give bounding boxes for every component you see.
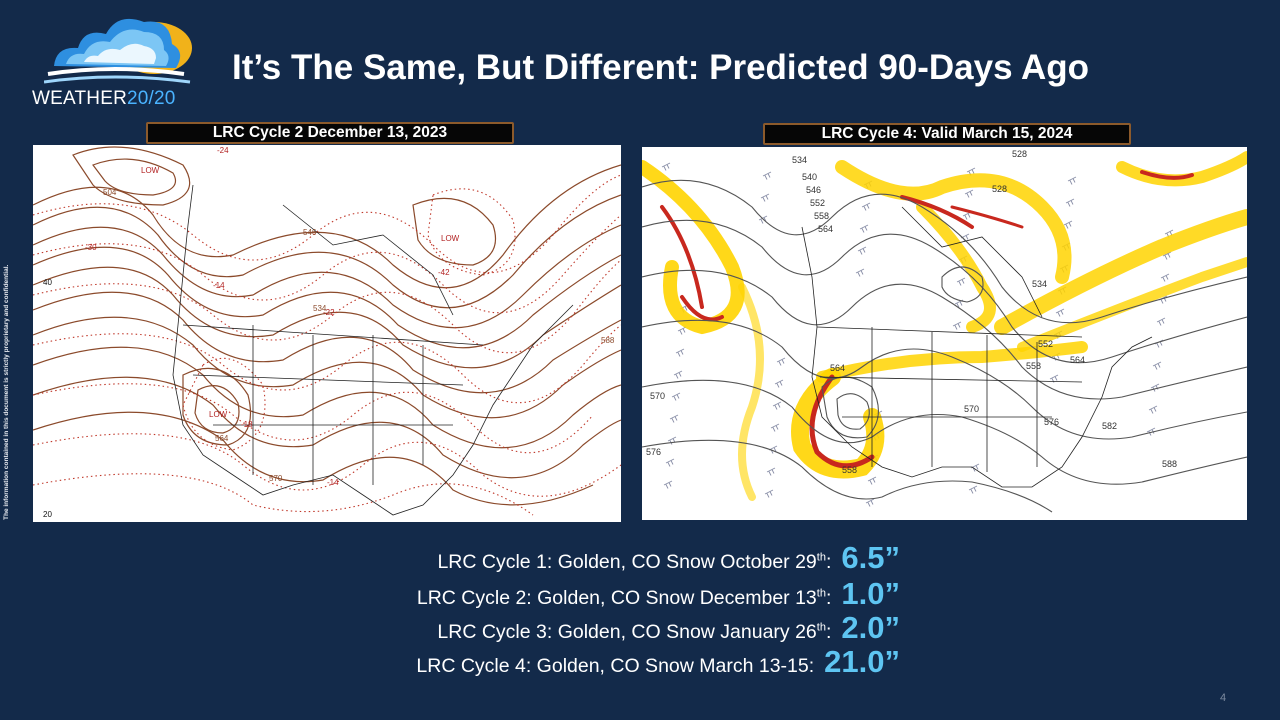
contour-label: 570 <box>269 474 283 483</box>
contour-label: 570 <box>964 404 979 414</box>
snow-report-label: LRC Cycle 3: Golden, CO Snow January 26t… <box>437 621 832 643</box>
contour-label: 558 <box>814 211 829 221</box>
contour-label: LOW <box>141 166 160 175</box>
contour-label: 534 <box>1032 279 1047 289</box>
left-weather-map: LOW LOW LOW 504 -30 40 20 -24 -22 -14 -4… <box>33 145 621 522</box>
left-map-label: LRC Cycle 2 December 13, 2023 <box>146 122 514 144</box>
wind-barb <box>766 467 776 476</box>
wind-barb <box>1160 273 1170 282</box>
wind-barb <box>665 458 675 467</box>
wind-barb <box>673 370 683 379</box>
wind-barb <box>663 480 673 489</box>
contour-label: 20 <box>43 510 52 519</box>
contour-label: -14 <box>327 478 339 487</box>
contour-label: 576 <box>1044 417 1059 427</box>
wind-barb <box>855 268 865 277</box>
snow-report-label: LRC Cycle 1: Golden, CO Snow October 29t… <box>437 551 832 573</box>
logo-wordmark: WEATHER20/20 <box>32 88 176 109</box>
right-weather-map: 534 540 546 552 558 564 528 570 576 552 … <box>642 147 1247 520</box>
contour-label: 552 <box>1038 339 1053 349</box>
snow-amount: 21.0” <box>824 644 900 679</box>
wind-barb <box>857 246 867 255</box>
contour-label: -14 <box>213 281 225 290</box>
wind-barb <box>859 224 869 233</box>
contour-label: 588 <box>1162 459 1177 469</box>
wind-barb <box>867 476 877 485</box>
slide-title: It’s The Same, But Different: Predicted … <box>232 48 1090 87</box>
contour-label: 528 <box>992 184 1007 194</box>
wind-barb <box>764 489 774 498</box>
wind-barb <box>762 171 772 180</box>
contour-label: 564 <box>818 224 833 234</box>
wind-barb <box>675 348 685 357</box>
snow-amount: 2.0” <box>841 610 900 645</box>
contour-label: 564 <box>1070 355 1085 365</box>
contour-label: LOW <box>209 410 228 419</box>
wind-barb <box>964 189 974 198</box>
right-map-graphic: 534 540 546 552 558 564 528 570 576 552 … <box>642 149 1247 513</box>
contour-label: -22 <box>323 308 335 317</box>
contour-label: 504 <box>103 188 117 197</box>
wind-barb <box>865 498 875 507</box>
wind-barb <box>671 392 681 401</box>
snow-report-row: LRC Cycle 1: Golden, CO Snow October 29t… <box>437 540 900 575</box>
contour-label: -30 <box>85 243 97 252</box>
wind-barb <box>952 321 962 330</box>
wind-barb <box>1156 317 1166 326</box>
wind-barb <box>770 423 780 432</box>
snow-report-row: LRC Cycle 4: Golden, CO Snow March 13-15… <box>416 644 900 679</box>
wind-barb <box>774 379 784 388</box>
contour-label: 534 <box>792 155 807 165</box>
left-map-graphic: LOW LOW LOW 504 -30 40 20 -24 -22 -14 -4… <box>33 146 621 519</box>
wind-barb <box>956 277 966 286</box>
snow-report-label: LRC Cycle 4: Golden, CO Snow March 13-15… <box>416 655 815 677</box>
contour-label: 588 <box>601 336 615 345</box>
wind-barb <box>1152 361 1162 370</box>
contour-label: 552 <box>810 198 825 208</box>
wind-barb <box>677 326 687 335</box>
snow-amount: 6.5” <box>841 540 900 575</box>
contour-label: 40 <box>43 278 52 287</box>
wind-barb <box>1067 176 1077 185</box>
snow-report-label: LRC Cycle 2: Golden, CO Snow December 13… <box>416 587 832 609</box>
contour-label: 570 <box>650 391 665 401</box>
wind-barb <box>1162 251 1172 260</box>
contour-label: 546 <box>806 185 821 195</box>
snow-report-row: LRC Cycle 2: Golden, CO Snow December 13… <box>416 576 900 611</box>
right-map-label: LRC Cycle 4: Valid March 15, 2024 <box>763 123 1131 145</box>
contour-label: 540 <box>802 172 817 182</box>
wind-barb <box>1148 405 1158 414</box>
contour-label: -18 <box>241 420 253 429</box>
confidentiality-note: The information contained in this docume… <box>3 264 10 520</box>
wind-barb <box>1055 308 1065 317</box>
contour-label: 564 <box>215 434 229 443</box>
wind-barb <box>669 414 679 423</box>
contour-label: 534 <box>313 304 327 313</box>
cloud-sun-logo-icon <box>44 18 192 84</box>
contour-label: 558 <box>842 465 857 475</box>
contour-label: 582 <box>1102 421 1117 431</box>
contour-label: 558 <box>1026 361 1041 371</box>
contour-label: -42 <box>438 268 450 277</box>
contour-label: LOW <box>441 234 460 243</box>
wind-barb <box>661 162 671 171</box>
wind-barb <box>772 401 782 410</box>
snow-report-row: LRC Cycle 3: Golden, CO Snow January 26t… <box>437 610 900 645</box>
contour-label: 528 <box>1012 149 1027 159</box>
wind-barb <box>1063 220 1073 229</box>
brand-logo: WEATHER20/20 <box>30 8 205 113</box>
wind-barb <box>760 193 770 202</box>
contour-label: -24 <box>217 146 229 155</box>
page-number: 4 <box>1220 692 1227 704</box>
contour-label: 564 <box>830 363 845 373</box>
contour-label: 576 <box>646 447 661 457</box>
contour-label: 546 <box>303 228 317 237</box>
snow-amount: 1.0” <box>841 576 900 611</box>
wind-barb <box>970 463 980 472</box>
wind-barb <box>968 485 978 494</box>
wind-barb <box>776 357 786 366</box>
wind-barb <box>861 202 871 211</box>
wind-barb <box>1065 198 1075 207</box>
